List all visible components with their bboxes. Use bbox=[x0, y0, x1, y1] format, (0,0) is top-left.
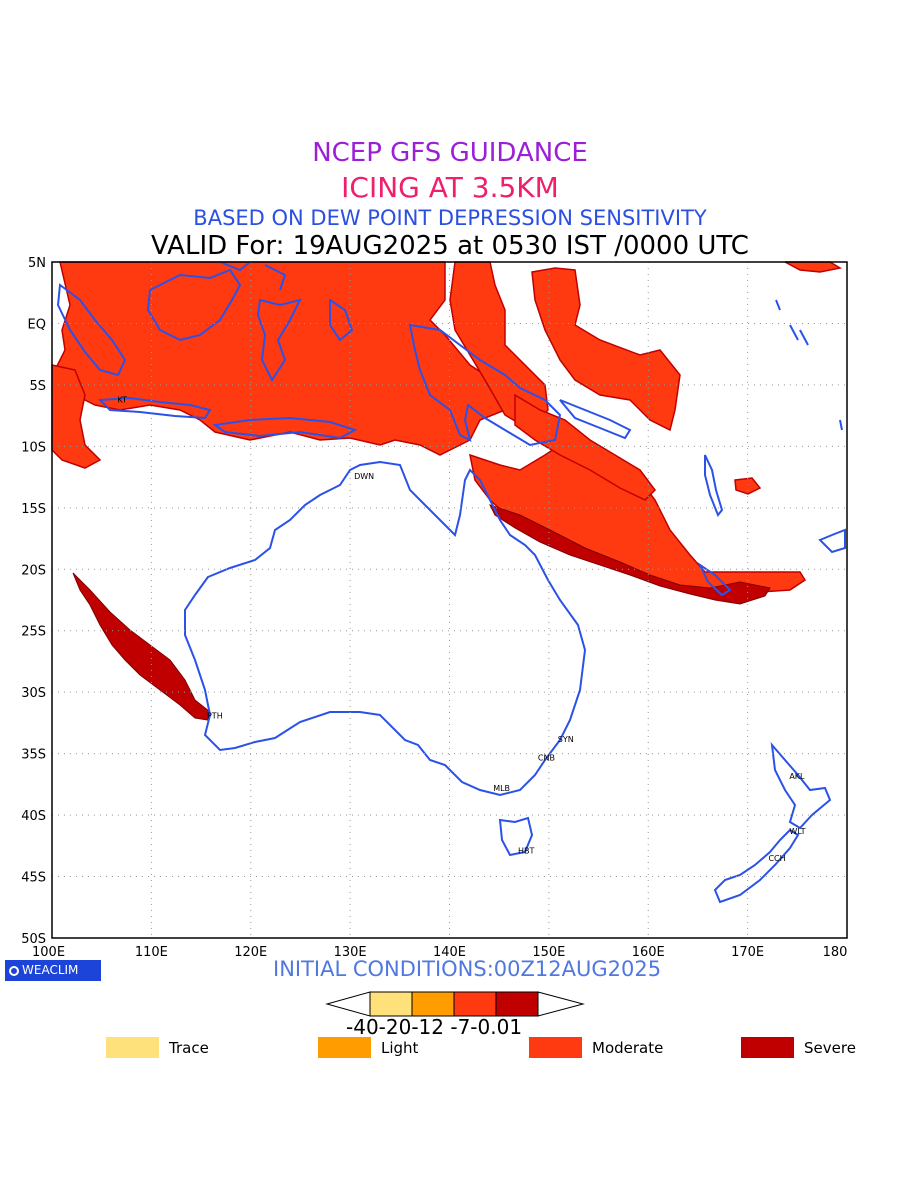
city-label-kt: KT bbox=[118, 396, 128, 405]
coastline-australia bbox=[184, 460, 587, 797]
latitude-label: 30S bbox=[21, 686, 46, 701]
longitude-label: 180 bbox=[823, 945, 848, 960]
latitude-label: 50S bbox=[21, 932, 46, 947]
coastline-new-zealand-south bbox=[713, 828, 800, 904]
longitude-label: 110E bbox=[135, 945, 168, 960]
latitude-label: 10S bbox=[21, 440, 46, 455]
longitude-label: 140E bbox=[433, 945, 466, 960]
city-label-mlb: MLB bbox=[493, 784, 510, 793]
longitude-label: 130E bbox=[334, 945, 367, 960]
coastline-sulawesi bbox=[256, 298, 302, 383]
severe-icing-area-coral-sea bbox=[489, 504, 771, 605]
latitude-label: 45S bbox=[21, 871, 46, 886]
longitude-labels: 100E 110E 120E 130E 140E 150E 160E 170E 180 bbox=[32, 945, 847, 960]
latitude-label: 35S bbox=[21, 748, 46, 763]
latitude-label: EQ bbox=[28, 317, 46, 332]
title-valid-time: VALID For: 19AUG2025 at 0530 IST /0000 U… bbox=[151, 231, 749, 261]
title-method: BASED ON DEW POINT DEPRESSION SENSITIVIT… bbox=[193, 206, 707, 230]
longitude-label: 160E bbox=[632, 945, 665, 960]
logo-text: WEACLIM bbox=[22, 963, 79, 977]
coastline-solomons bbox=[559, 399, 632, 440]
city-label-syn: SYN bbox=[558, 735, 574, 744]
colorbar-tick-labels: -40-20-12 -7-0.01 bbox=[346, 1015, 523, 1039]
longitude-label: 170E bbox=[731, 945, 764, 960]
legend-label-trace: Trace bbox=[169, 1039, 209, 1057]
coastline-tasmania bbox=[498, 816, 534, 857]
coastline-pacific-islands bbox=[775, 299, 843, 431]
graticule bbox=[52, 262, 847, 938]
coastline-new-zealand-north bbox=[770, 741, 832, 830]
legend-label-moderate: Moderate bbox=[592, 1039, 664, 1057]
latitude-labels: 5N EQ 5S 10S 15S 20S 25S 30S 35S 40S 45S 50S bbox=[21, 256, 46, 947]
coastline-borneo bbox=[146, 268, 242, 342]
title-icing-level: ICING AT 3.5KM bbox=[341, 171, 559, 204]
coastline-fiji bbox=[818, 528, 846, 554]
city-label-akl: AKL bbox=[789, 772, 805, 781]
moderate-icing-area-sumatra bbox=[51, 364, 102, 469]
city-label-pth: PTH bbox=[207, 712, 223, 721]
coastline-java bbox=[97, 396, 212, 420]
longitude-label: 100E bbox=[32, 945, 65, 960]
map-frame bbox=[51, 261, 848, 939]
coastline-timor-islands bbox=[212, 416, 358, 440]
legend-swatch-light bbox=[318, 1037, 371, 1058]
longitude-label: 150E bbox=[532, 945, 565, 960]
moderate-icing-area-indonesia bbox=[54, 261, 506, 456]
city-label-dwn: DWN bbox=[354, 472, 374, 481]
weaclim-logo: WEACLIM bbox=[5, 960, 101, 981]
latitude-label: 5N bbox=[28, 256, 46, 271]
coastline-new-caledonia bbox=[697, 562, 732, 597]
coastline-sumatra bbox=[56, 283, 127, 377]
city-label-hbt: HBT bbox=[518, 847, 535, 856]
coastline-png bbox=[408, 323, 562, 447]
moderate-icing-area-top-right bbox=[784, 261, 843, 273]
legend-swatch-trace bbox=[106, 1037, 159, 1058]
latitude-label: 15S bbox=[21, 502, 46, 517]
legend-label-severe: Severe bbox=[804, 1039, 856, 1057]
latitude-label: 40S bbox=[21, 809, 46, 824]
moderate-icing-area-pacific-north bbox=[449, 261, 549, 431]
coastline-vanuatu bbox=[704, 454, 724, 517]
city-label-cch: CCH bbox=[768, 854, 785, 863]
moderate-icing-area-pacific-east bbox=[531, 267, 681, 432]
latitude-label: 25S bbox=[21, 625, 46, 640]
coastline-philippines-south bbox=[219, 261, 287, 291]
copyright-icon bbox=[9, 966, 19, 976]
legend-swatch-moderate bbox=[529, 1037, 582, 1058]
legend-label-light: Light bbox=[381, 1039, 419, 1057]
coastline-halmahera bbox=[329, 298, 354, 342]
latitude-label: 20S bbox=[21, 563, 46, 578]
longitude-label: 120E bbox=[234, 945, 267, 960]
latitude-label: 5S bbox=[29, 379, 46, 394]
coastlines bbox=[56, 261, 846, 904]
city-label-cnb: CNB bbox=[538, 753, 555, 762]
city-label-wlt: WLT bbox=[789, 827, 805, 836]
icing-shading bbox=[51, 261, 843, 721]
title-guidance: NCEP GFS GUIDANCE bbox=[312, 138, 588, 168]
moderate-icing-area-east-islands bbox=[734, 477, 762, 495]
legend-swatch-severe bbox=[741, 1037, 794, 1058]
severe-icing-area-west-australia bbox=[72, 572, 211, 721]
initial-conditions-label: INITIAL CONDITIONS:00Z12AUG2025 bbox=[273, 957, 662, 981]
